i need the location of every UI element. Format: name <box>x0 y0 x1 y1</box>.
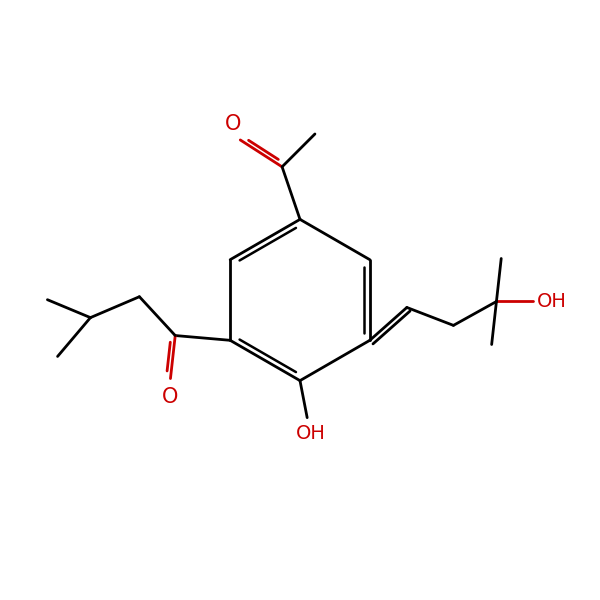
Text: O: O <box>225 114 241 134</box>
Text: O: O <box>162 388 179 407</box>
Text: OH: OH <box>536 292 566 311</box>
Text: OH: OH <box>296 424 326 443</box>
